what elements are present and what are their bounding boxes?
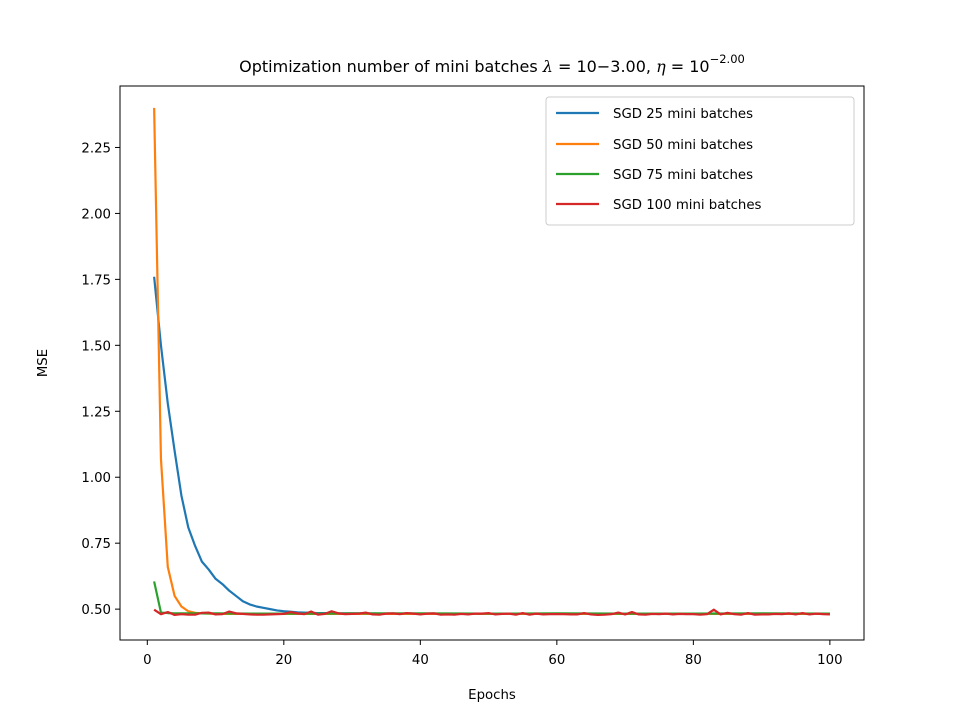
- y-tick-label: 0.50: [81, 603, 111, 618]
- legend-label-sgd-75: SGD 75 mini batches: [613, 168, 753, 183]
- legend-label-sgd-50: SGD 50 mini batches: [613, 138, 753, 153]
- y-axis-ticks: 0.50 0.75 1.00 1.25 1.50 1.75 2.00 2.25: [81, 141, 120, 618]
- x-axis-label: Epochs: [468, 688, 516, 703]
- chart-title-eta-exponent: −2.00: [710, 52, 745, 66]
- y-tick-label: 1.25: [81, 405, 111, 420]
- chart-title-eta-base: 10: [689, 57, 709, 76]
- y-tick-label: 1.50: [81, 339, 111, 354]
- legend-label-sgd-100: SGD 100 mini batches: [613, 198, 762, 213]
- x-tick-label: 20: [275, 653, 292, 668]
- y-axis-label: MSE: [36, 349, 51, 377]
- y-tick-label: 2.00: [81, 207, 111, 222]
- chart-title-eta-symbol: η: [656, 57, 666, 76]
- x-tick-label: 80: [685, 653, 702, 668]
- legend: SGD 25 mini batches SGD 50 mini batches …: [545, 96, 855, 226]
- series-layer: [153, 107, 830, 617]
- x-tick-label: 60: [548, 653, 565, 668]
- x-axis-ticks: 0 20 40 60 80 100: [143, 640, 843, 668]
- chart-title-separator: ,: [646, 57, 656, 76]
- chart-title-equals-2: =: [666, 57, 690, 76]
- y-tick-label: 1.75: [81, 273, 111, 288]
- legend-label-sgd-25: SGD 25 mini batches: [613, 107, 753, 122]
- chart-title: Optimization number of mini batches λ = …: [239, 52, 745, 76]
- x-tick-label: 0: [143, 653, 151, 668]
- chart-title-prefix: Optimization number of mini batches: [239, 57, 543, 76]
- chart-title-lambda-symbol: λ: [542, 57, 553, 76]
- y-tick-label: 1.00: [81, 471, 111, 486]
- x-tick-label: 100: [817, 653, 842, 668]
- plot-frame: [119, 85, 865, 641]
- chart-title-equals: =: [553, 57, 577, 76]
- y-tick-label: 0.75: [81, 537, 111, 552]
- series-line-4: [153, 608, 830, 617]
- chart-title-lambda-value: 10−3.00: [577, 57, 646, 76]
- y-tick-label: 2.25: [81, 141, 111, 156]
- legend-box: [545, 96, 855, 226]
- x-tick-label: 40: [412, 653, 429, 668]
